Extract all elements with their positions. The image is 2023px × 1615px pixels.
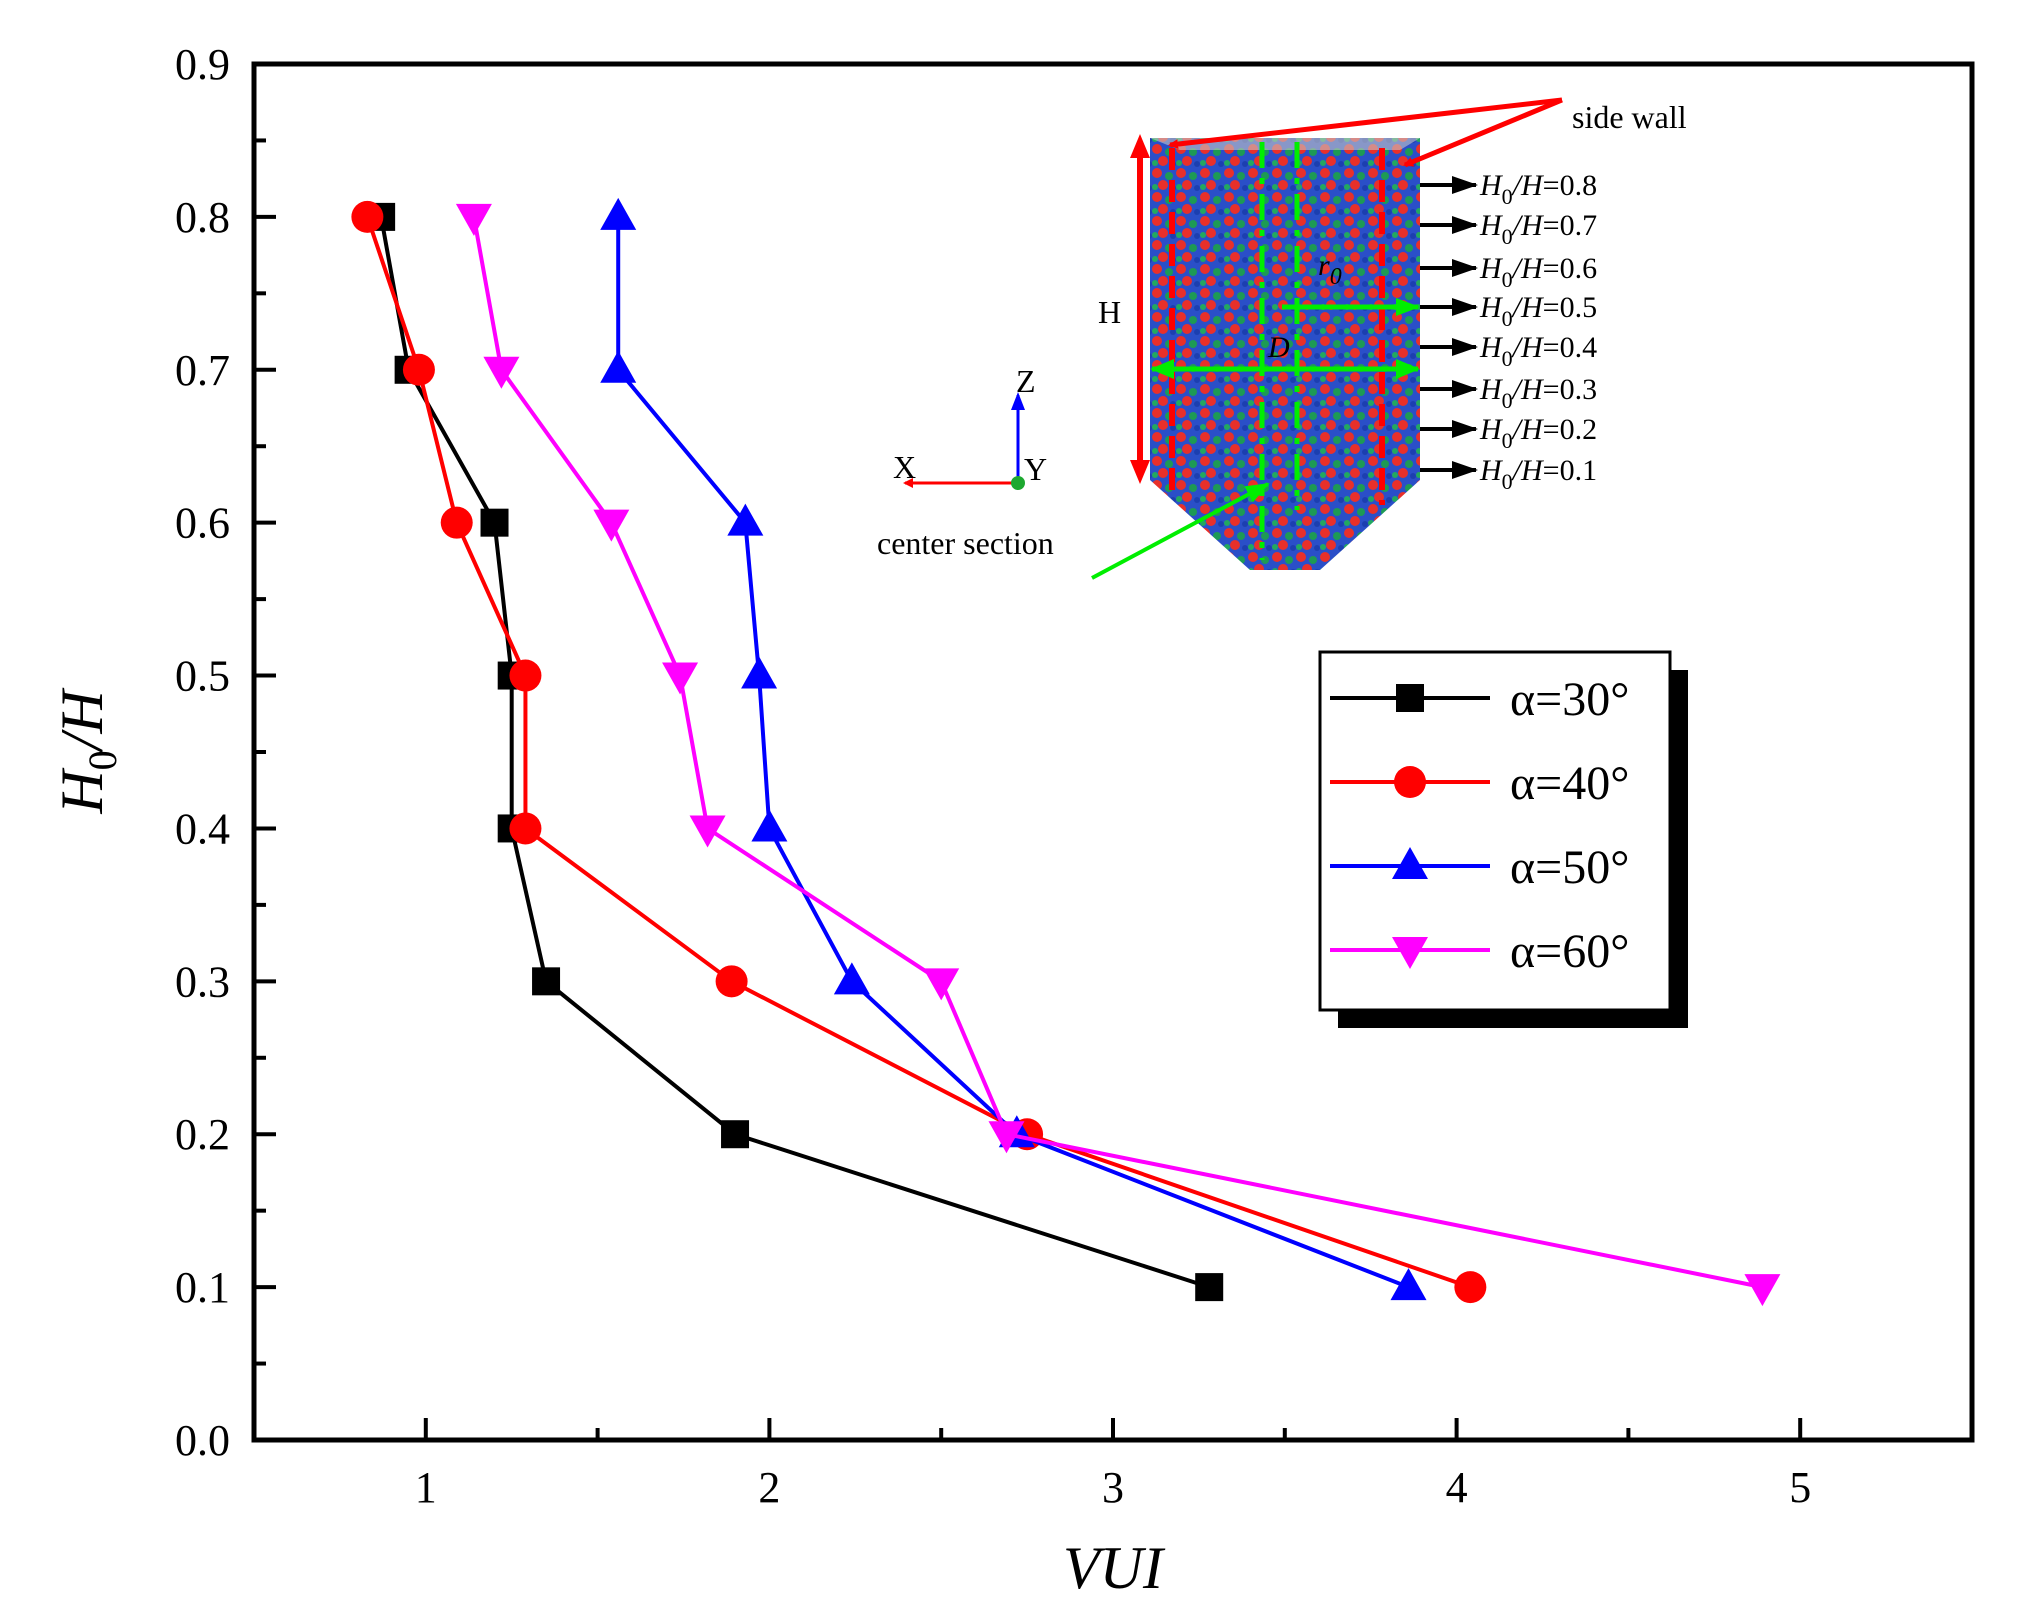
data-point xyxy=(923,968,960,1001)
legend: α=30° α=40° α=50° α=60° xyxy=(1330,673,1629,978)
diameter-arrow-right xyxy=(1396,359,1420,379)
data-point xyxy=(833,962,870,995)
svg-text:H0/H: H0/H xyxy=(49,687,125,815)
legend-marker xyxy=(1392,937,1428,969)
data-point xyxy=(1195,1273,1224,1302)
silo-inset: H side wall D r0 center section X Y Z H0… xyxy=(877,97,1687,580)
coord-z-arrowhead xyxy=(1011,392,1025,410)
data-point xyxy=(509,659,542,692)
y-tick-label: 0.4 xyxy=(175,804,230,853)
diameter-arrow-left xyxy=(1150,359,1174,379)
y-tick-label: 0.9 xyxy=(175,40,230,89)
data-point xyxy=(662,662,699,695)
series-layer xyxy=(351,197,1781,1307)
y-tick-label: 0.1 xyxy=(175,1263,230,1312)
legend-item-3: α=60° xyxy=(1330,925,1629,978)
side-wall-label: side wall xyxy=(1572,99,1687,135)
legend-item-0: α=30° xyxy=(1330,673,1629,726)
legend-marker xyxy=(1394,766,1426,798)
legend-marker xyxy=(1396,684,1424,712)
data-point xyxy=(509,812,542,845)
y-tick-label: 0.7 xyxy=(175,346,230,395)
data-point xyxy=(480,508,509,537)
legend-item-1: α=40° xyxy=(1330,757,1629,810)
data-point xyxy=(532,967,561,996)
data-point xyxy=(988,1121,1025,1154)
x-tick-label: 1 xyxy=(415,1463,437,1512)
coord-z-label: Z xyxy=(1016,363,1036,399)
data-point xyxy=(1390,1268,1427,1301)
y-tick-label: 0.5 xyxy=(175,652,230,701)
series-1 xyxy=(351,200,1487,1304)
level-label: H0/H=0.6 xyxy=(1479,252,1597,292)
series-line xyxy=(365,216,1471,1290)
data-point xyxy=(721,1120,750,1149)
y-axis-title-tail: /H xyxy=(49,687,115,754)
data-point xyxy=(455,203,492,236)
series-line xyxy=(379,216,1210,1290)
data-point xyxy=(600,350,637,383)
legend-label: α=40° xyxy=(1510,757,1629,810)
height-label: H xyxy=(1098,294,1121,330)
radius-label: r0 xyxy=(1318,249,1342,290)
legend-label: α=50° xyxy=(1510,841,1629,894)
coord-x-label: X xyxy=(893,449,916,485)
side-wall-arrow-right xyxy=(1403,97,1563,168)
series-2 xyxy=(600,197,1427,1301)
level-label: H0/H=0.5 xyxy=(1479,291,1597,331)
series-line xyxy=(471,216,1763,1290)
data-point xyxy=(593,509,630,542)
level-label: H0/H=0.4 xyxy=(1479,331,1597,371)
silo-body xyxy=(1150,138,1420,570)
data-point xyxy=(715,965,748,998)
x-tick-label: 4 xyxy=(1446,1463,1468,1512)
data-point xyxy=(727,503,764,536)
level-label: H0/H=0.7 xyxy=(1479,209,1597,249)
y-tick-label: 0.3 xyxy=(175,957,230,1006)
x-tick-label: 5 xyxy=(1789,1463,1811,1512)
legend-label: α=60° xyxy=(1510,925,1629,978)
level-label: H0/H=0.8 xyxy=(1479,169,1597,209)
y-axis-title: H0/H xyxy=(49,687,125,815)
data-point xyxy=(1744,1274,1781,1307)
y-axis-title-sub: 0 xyxy=(80,750,125,770)
series-3 xyxy=(455,203,1781,1307)
side-wall-arrow-left xyxy=(1168,97,1563,150)
coord-origin xyxy=(1011,476,1025,490)
data-point xyxy=(741,656,778,689)
diameter-label: D xyxy=(1267,331,1290,364)
center-section-label: center section xyxy=(877,525,1054,561)
x-tick-label: 3 xyxy=(1102,1463,1124,1512)
data-point xyxy=(440,506,473,539)
center-section-arrow xyxy=(1091,482,1270,580)
height-arrow-top xyxy=(1130,134,1150,158)
y-axis: 0.0 0.1 0.2 0.3 0.4 0.5 0.6 0.7 0.8 0.9 xyxy=(175,40,276,1465)
legend-marker xyxy=(1392,847,1428,879)
y-axis-title-main: H xyxy=(49,767,115,815)
level-label: H0/H=0.2 xyxy=(1479,413,1597,453)
data-point xyxy=(402,353,435,386)
y-tick-label: 0.6 xyxy=(175,499,230,548)
data-point xyxy=(483,356,520,389)
legend-item-2: α=50° xyxy=(1330,841,1629,894)
y-tick-label: 0.0 xyxy=(175,1416,230,1465)
legend-label: α=30° xyxy=(1510,673,1629,726)
height-arrow-bottom xyxy=(1130,460,1150,484)
data-point xyxy=(351,200,384,233)
data-point xyxy=(600,197,637,230)
y-tick-label: 0.2 xyxy=(175,1110,230,1159)
data-point xyxy=(1454,1271,1487,1304)
x-axis-title: VUI xyxy=(1063,1535,1166,1601)
x-axis: 1 2 3 4 5 xyxy=(415,1418,1811,1512)
data-point xyxy=(751,809,788,842)
level-label: H0/H=0.3 xyxy=(1479,373,1597,413)
y-tick-label: 0.8 xyxy=(175,193,230,242)
level-label: H0/H=0.1 xyxy=(1479,454,1597,494)
level-labels: H0/H=0.8H0/H=0.7H0/H=0.6H0/H=0.5H0/H=0.4… xyxy=(1420,169,1597,494)
x-tick-label: 2 xyxy=(758,1463,780,1512)
coord-y-label: Y xyxy=(1024,451,1047,487)
data-point xyxy=(689,815,726,848)
series-line xyxy=(616,216,1410,1289)
